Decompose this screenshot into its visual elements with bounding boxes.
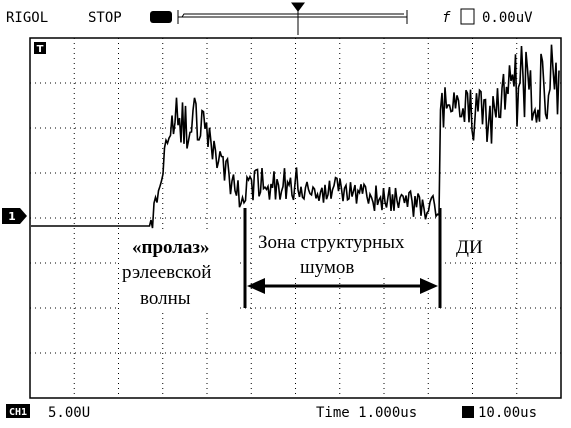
delay: 10.00us — [478, 405, 537, 421]
annotation: Зона структурных — [258, 232, 405, 253]
edge-icon: f — [442, 10, 451, 26]
channel-label: CH1 — [9, 407, 27, 418]
trigger-level: 0.00uV — [482, 10, 533, 26]
channel-marker: 1 — [8, 210, 16, 223]
delay-icon — [462, 406, 474, 418]
source-icon — [461, 9, 474, 24]
annotation: ДИ — [456, 237, 483, 258]
background — [0, 0, 571, 428]
time-base: Time 1.000us — [316, 405, 417, 421]
run-status: STOP — [88, 10, 122, 26]
memory-icon — [150, 11, 172, 23]
annotation: «пролаз» — [132, 237, 210, 258]
oscilloscope-screenshot: RIGOL STOP f 0.00uV T 1 «пролаз» рэлеевс… — [0, 0, 571, 428]
trigger-marker: T — [37, 44, 44, 55]
volts-per-div: 5.00U — [48, 405, 90, 421]
annotation: рэлеевской — [122, 262, 211, 283]
annotation: шумов — [300, 257, 354, 278]
annotation: волны — [140, 288, 191, 309]
brand: RIGOL — [6, 10, 48, 26]
